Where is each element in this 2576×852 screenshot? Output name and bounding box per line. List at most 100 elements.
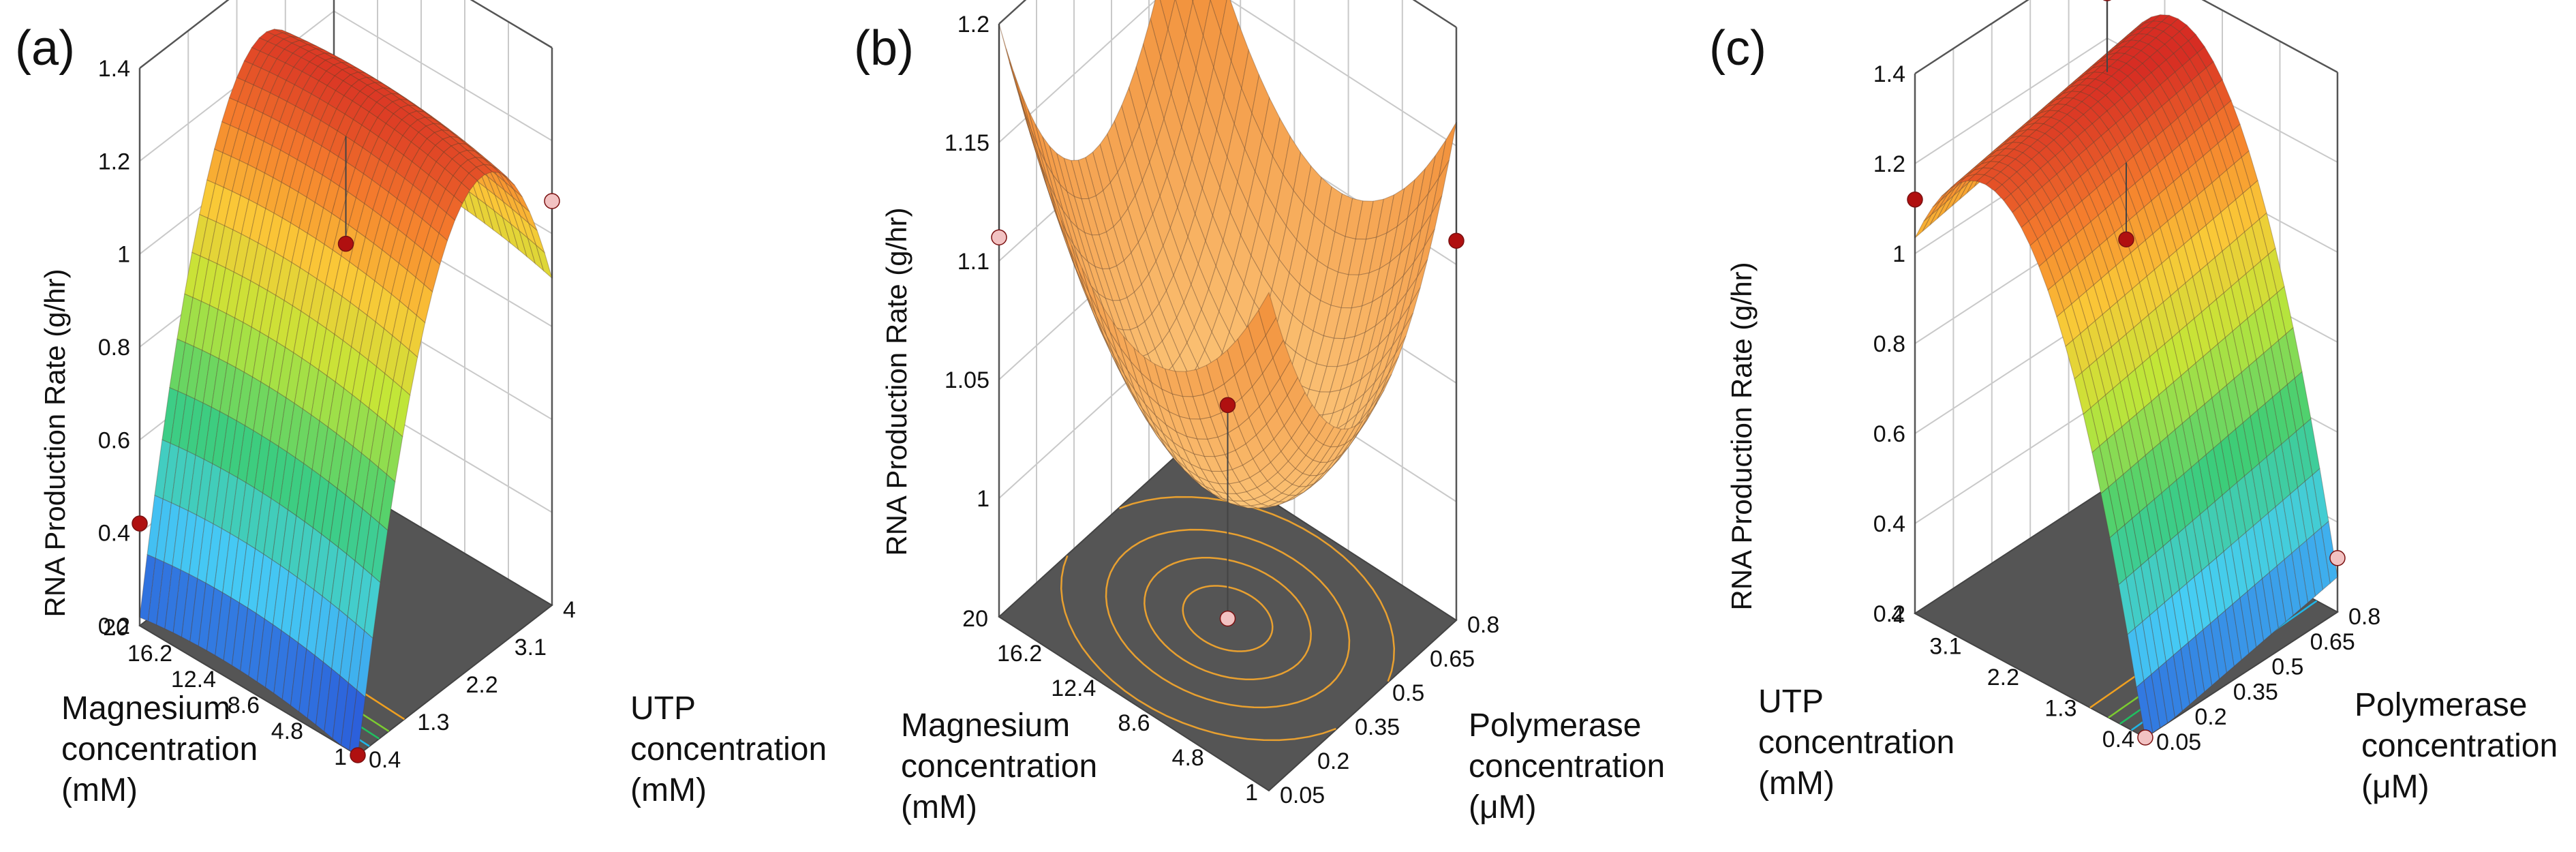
contour-line [1105, 528, 1351, 709]
panel-b-ticks: 11.051.11.151.214.88.612.416.2200.050.20… [945, 12, 1499, 808]
surface-patch [343, 85, 361, 102]
surface-patch [2065, 339, 2083, 380]
panel-c-left-label-line3: (mM) [1758, 765, 1835, 802]
panel-a-left-label-line1: Magnesium [61, 690, 230, 727]
surface-patch [362, 130, 380, 155]
panel-b-design-points [991, 24, 1465, 627]
left-axis-tick-label: 8.6 [1118, 710, 1150, 736]
surface-patch [378, 473, 396, 532]
surface-patch [494, 194, 512, 226]
surface-patch [360, 359, 378, 409]
panel-c-left-label-line2: concentration [1758, 725, 1954, 761]
surface-patch [1138, 406, 1157, 436]
z-tick-label: 0.8 [98, 335, 130, 361]
surface-patch [1966, 167, 1984, 177]
surface-patch [1109, 171, 1129, 220]
z-tick-label: 1.2 [98, 149, 130, 174]
surface-patch [164, 565, 181, 634]
surface-patch [365, 72, 382, 83]
z-tick-label: 0.4 [98, 521, 130, 547]
surface-patch [162, 386, 179, 444]
z-tick-label: 0.2 [1873, 601, 1905, 627]
surface-patch [294, 89, 312, 112]
surface-patch [1180, 457, 1199, 477]
surface-patch [2029, 238, 2047, 267]
surface-patch [2018, 123, 2035, 133]
panel-c-letter: (c) [1709, 21, 1766, 76]
surface-patch [156, 561, 173, 630]
surface-patch [421, 198, 439, 227]
right-axis-tick-label: 0.05 [1280, 782, 1325, 808]
surface-patch [1069, 220, 1088, 262]
panel-a-z-axis-label: RNA Production Rate (g/hr) [39, 269, 71, 617]
panel-c-z-axis-label: RNA Production Rate (g/hr) [1726, 262, 1758, 610]
surface-patch [184, 252, 201, 299]
surface-patch [339, 553, 356, 618]
right-axis-tick-label: 0.05 [2156, 729, 2201, 755]
panel-a-right-label-line3: (mM) [630, 772, 707, 808]
surface-patch [2127, 627, 2145, 688]
surface-patch [408, 314, 426, 359]
surface-patch [298, 648, 316, 719]
surface-patch [2024, 112, 2041, 125]
surface-patch [502, 216, 519, 251]
design-point [1907, 192, 1923, 208]
design-point [2329, 550, 2346, 566]
surface-patch [527, 222, 546, 254]
surface-patch [1259, 499, 1281, 507]
surface-patch [1120, 373, 1139, 407]
surface-patch [1980, 151, 1997, 163]
surface-patch [1237, 324, 1256, 365]
surface-patch [2118, 577, 2136, 635]
surface-patch [352, 400, 370, 455]
surface-patch [401, 349, 418, 396]
surface-patch [504, 189, 521, 217]
surface-patch [477, 181, 495, 212]
surface-patch [1152, 421, 1171, 448]
surface-patch [1220, 0, 1239, 63]
surface-patch [337, 439, 354, 496]
panel-a-right-axis-label: UTP concentration (mM) [630, 690, 827, 808]
design-point [2102, 0, 2112, 1]
surface-patch [2056, 309, 2074, 348]
surface-patch [2017, 119, 2034, 132]
panel-c: (c) 0.2 0.4 0.6 0.8 1 1.2 1.4 0.4 1.3 2.2 3.1 4 0.05… [1709, 0, 2558, 805]
surface-patch [375, 328, 393, 375]
surface-patch [339, 191, 357, 226]
surface-patch [1099, 313, 1118, 355]
surface-patch [345, 446, 363, 503]
surface-patch [505, 181, 522, 205]
surface-patch [1976, 174, 1994, 185]
right-axis-tick-label: 0.5 [2271, 654, 2303, 680]
surface-patch [1396, 262, 1415, 307]
panel-b-z-axis-label: RNA Production Rate (g/hr) [880, 207, 913, 556]
surface-patch [457, 142, 476, 152]
surface-patch [506, 177, 523, 198]
panel-a-surface [139, 29, 553, 756]
surface-patch [1326, 337, 1345, 367]
surface-patch [2114, 40, 2131, 50]
surface-patch [393, 386, 411, 438]
panel-b-right-label-line2: concentration [1469, 748, 1665, 785]
surface-patch [496, 174, 513, 198]
design-point [991, 229, 1007, 245]
surface-patch [1994, 184, 2012, 201]
surface-patch [1368, 232, 1387, 274]
z-tick-label: 0.8 [1873, 331, 1905, 357]
panel-a-right-label-line2: concentration [630, 731, 827, 767]
surface-patch [411, 147, 429, 169]
panel-a-letter: (a) [15, 21, 75, 76]
surface-patch [372, 185, 390, 217]
surface-patch [2120, 29, 2137, 42]
surface-patch [461, 172, 478, 191]
top-edge [1914, 0, 2338, 75]
surface-patch [468, 190, 486, 225]
panel-b-left-axis-label: Magnesium concentration (mM) [901, 708, 1097, 825]
surface-patch [139, 553, 156, 622]
surface-patch [1265, 316, 1284, 359]
panel-a-left-label-line3: (mM) [61, 772, 138, 808]
design-point [350, 747, 366, 763]
surface-patch [307, 44, 324, 50]
right-axis-tick-label: 3.1 [515, 635, 547, 660]
surface-patch [1959, 174, 1976, 183]
